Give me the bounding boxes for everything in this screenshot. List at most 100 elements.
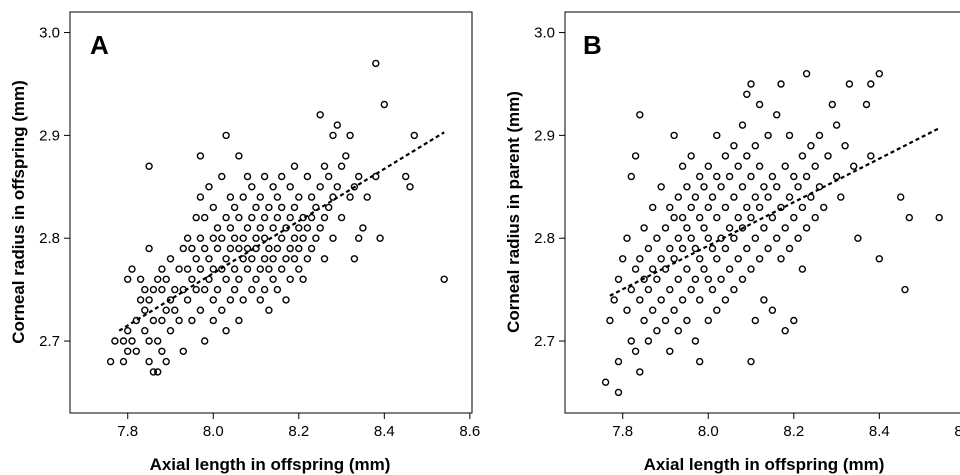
data-point	[610, 296, 618, 304]
data-point	[661, 316, 670, 325]
data-point	[670, 306, 678, 314]
data-point	[623, 306, 631, 314]
data-point	[359, 224, 367, 232]
data-point	[807, 193, 815, 201]
data-point	[153, 337, 162, 345]
data-point	[897, 193, 905, 201]
data-point	[329, 234, 337, 242]
data-point	[316, 111, 324, 119]
data-point	[687, 234, 695, 242]
data-point	[333, 121, 341, 129]
data-point	[614, 357, 623, 366]
data-point	[166, 255, 175, 263]
y-tick-label: 3.0	[39, 25, 60, 42]
data-point	[123, 327, 132, 335]
data-point	[303, 172, 312, 181]
data-point	[209, 316, 218, 325]
data-point	[295, 265, 303, 273]
y-tick-label: 2.8	[39, 230, 60, 247]
data-point	[901, 285, 909, 294]
data-point	[145, 296, 153, 304]
data-point	[243, 265, 252, 273]
data-point	[265, 203, 273, 212]
data-point	[708, 193, 717, 201]
x-tick-label: 8.6	[954, 423, 960, 440]
data-point	[653, 275, 661, 283]
data-point	[128, 265, 136, 273]
data-point	[162, 275, 170, 283]
data-point	[175, 265, 183, 273]
data-point	[316, 224, 324, 232]
data-point	[674, 193, 682, 201]
data-point	[674, 327, 682, 335]
data-point	[316, 183, 324, 191]
data-point	[226, 224, 235, 232]
data-point	[303, 255, 312, 263]
data-point	[696, 357, 704, 366]
data-point	[811, 213, 819, 222]
x-tick-label: 7.8	[117, 423, 138, 440]
data-point	[790, 172, 798, 181]
data-point	[700, 183, 708, 191]
data-point	[355, 172, 363, 181]
data-point	[738, 275, 747, 283]
data-point	[670, 131, 678, 140]
data-point	[226, 244, 235, 253]
data-point	[760, 224, 768, 232]
data-point	[209, 265, 218, 273]
data-point	[755, 255, 764, 263]
data-point	[243, 172, 252, 181]
data-point	[265, 306, 273, 314]
data-point	[380, 100, 388, 109]
data-point	[661, 224, 670, 232]
data-point	[299, 234, 307, 242]
data-point	[372, 59, 380, 68]
data-point	[708, 285, 717, 294]
data-point	[355, 234, 363, 242]
data-point	[175, 316, 183, 325]
data-point	[798, 265, 807, 273]
data-point	[179, 285, 188, 294]
data-point	[320, 162, 329, 170]
data-point	[730, 141, 738, 150]
data-point	[730, 285, 738, 294]
data-point	[781, 224, 789, 232]
data-point	[785, 131, 794, 140]
data-point	[713, 172, 721, 181]
data-point	[794, 183, 802, 191]
data-point	[601, 378, 610, 386]
data-point	[631, 347, 640, 355]
data-point	[751, 234, 759, 242]
data-point	[218, 265, 226, 273]
y-tick-label: 2.8	[534, 230, 555, 247]
data-point	[166, 327, 175, 335]
data-point	[252, 244, 260, 253]
data-point	[299, 213, 307, 222]
data-point	[785, 193, 794, 201]
data-point	[141, 306, 149, 314]
data-point	[657, 255, 665, 263]
data-point	[687, 285, 695, 294]
data-point	[606, 316, 614, 325]
data-point	[278, 203, 286, 212]
data-point	[213, 244, 222, 253]
data-point	[666, 285, 674, 294]
data-point	[230, 265, 239, 273]
data-point	[183, 296, 192, 304]
data-point	[230, 234, 239, 242]
data-point	[636, 368, 644, 376]
data-point	[248, 285, 256, 294]
data-point	[325, 172, 333, 181]
data-point	[725, 265, 734, 273]
data-point	[179, 244, 188, 253]
data-point	[785, 244, 794, 253]
data-point	[721, 152, 730, 160]
data-point	[631, 265, 640, 273]
data-point	[205, 255, 213, 263]
data-point	[222, 131, 230, 140]
data-point	[636, 111, 644, 119]
data-point	[747, 213, 755, 222]
data-point	[329, 193, 337, 201]
data-point	[333, 183, 341, 191]
data-point	[905, 213, 913, 222]
